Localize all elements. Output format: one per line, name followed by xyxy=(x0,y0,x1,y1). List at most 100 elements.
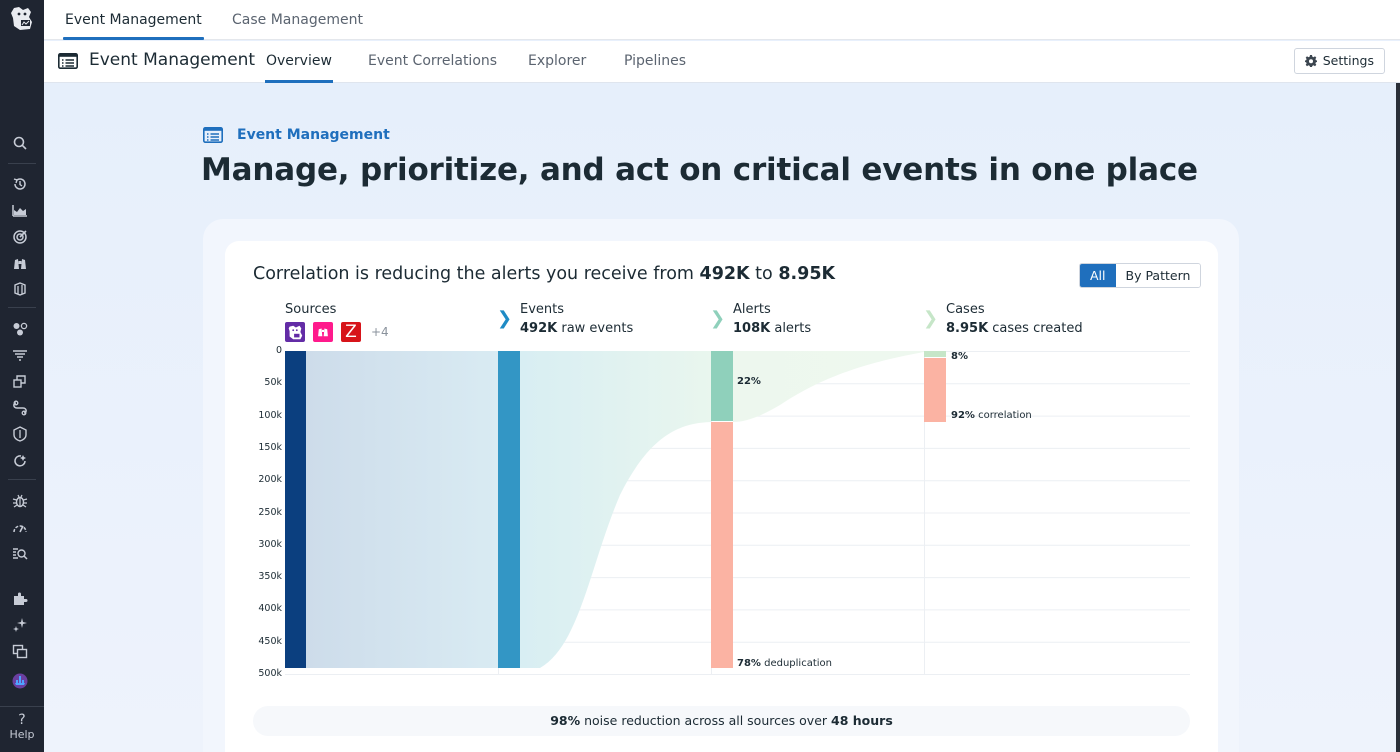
tab-pipelines[interactable]: Pipelines xyxy=(624,53,687,69)
stage-value-number: 108K xyxy=(733,321,771,336)
integrations-puzzle-icon[interactable] xyxy=(11,590,29,608)
more-sources-count[interactable]: +4 xyxy=(371,325,389,339)
y-tick-label: 250k xyxy=(258,506,282,518)
stage-name: Sources xyxy=(285,302,337,317)
stage-value: 108K alerts xyxy=(733,321,811,336)
chevron-right-icon: ❯ xyxy=(923,308,939,329)
digital-experience-icon[interactable] xyxy=(11,452,29,470)
hero-label: Event Management xyxy=(203,127,390,143)
y-tick-label: 200k xyxy=(258,474,282,486)
alerts-kept-label: 22% xyxy=(737,376,761,387)
logs-filter-icon[interactable] xyxy=(11,346,29,364)
performance-gauge-icon[interactable] xyxy=(11,519,29,537)
tab-event-correlations[interactable]: Event Correlations xyxy=(368,53,498,69)
stage-value-suffix: raw events xyxy=(557,321,634,336)
stage-name: Alerts xyxy=(733,302,771,317)
toggle-by-pattern[interactable]: By Pattern xyxy=(1115,264,1201,287)
card-headline: Correlation is reducing the alerts you r… xyxy=(253,264,835,284)
label-pct: 92% xyxy=(951,410,975,421)
cases-kept-label: 8% xyxy=(951,351,968,362)
settings-label: Settings xyxy=(1322,53,1374,68)
binoculars-source-icon[interactable] xyxy=(313,322,333,342)
security-shield-icon[interactable] xyxy=(11,425,29,443)
alerts-dedup-bar xyxy=(711,422,733,668)
summary-pct: 98% xyxy=(550,713,581,728)
y-tick-label: 500k xyxy=(258,668,282,679)
events-bar xyxy=(498,351,520,668)
funnel-chart: 0 50k 100k 150k 200k 250k 300k 350k 400k 450k 500k xyxy=(250,345,1195,685)
stage-value: 492K raw events xyxy=(520,321,633,336)
bug-icon[interactable] xyxy=(11,492,29,510)
headline-mid: to xyxy=(749,264,779,284)
custom-app-icon[interactable] xyxy=(11,672,29,690)
stage-name: Events xyxy=(520,302,565,317)
source-icons: Z +4 xyxy=(285,322,389,342)
tab-event-management[interactable]: Event Management xyxy=(63,0,204,40)
datadog-source-icon[interactable] xyxy=(285,322,305,342)
y-tick-label: 300k xyxy=(258,538,282,550)
chevron-right-icon: ❯ xyxy=(497,308,513,329)
y-tick-label: 150k xyxy=(258,441,282,453)
sparkle-ai-icon[interactable] xyxy=(11,616,29,634)
tab-explorer[interactable]: Explorer xyxy=(528,53,587,69)
stage-cases: Cases 8.95K cases created xyxy=(946,302,1083,336)
summary-duration: 48 hours xyxy=(831,713,893,728)
event-list-icon xyxy=(203,127,223,143)
page-title: Event Management xyxy=(89,50,256,70)
toggle-all[interactable]: All xyxy=(1080,264,1116,287)
cases-corr-label: 92% correlation xyxy=(951,410,1032,421)
y-tick-label: 100k xyxy=(258,409,282,421)
stage-value-suffix: cases created xyxy=(988,321,1083,336)
help-icon: ? xyxy=(18,712,26,728)
settings-button[interactable]: Settings xyxy=(1293,48,1385,74)
summary-text: noise reduction across all sources over xyxy=(580,713,832,728)
y-tick-label: 400k xyxy=(258,603,282,615)
help-label: Help xyxy=(9,728,35,741)
sidebar-divider xyxy=(8,163,36,164)
log-search-icon[interactable] xyxy=(11,545,29,563)
label-text: deduplication xyxy=(760,658,832,669)
cases-kept-bar xyxy=(924,351,946,357)
history-icon[interactable] xyxy=(11,175,29,193)
stage-events: Events 492K raw events xyxy=(520,302,633,336)
window-edge xyxy=(1396,83,1400,752)
notebooks-icon[interactable] xyxy=(11,642,29,660)
sources-to-events-flow xyxy=(306,351,498,668)
dashboards-icon[interactable] xyxy=(11,201,29,219)
search-icon[interactable] xyxy=(11,134,29,152)
alerts-to-cases-flow xyxy=(733,351,924,422)
monitors-icon[interactable] xyxy=(11,228,29,246)
tab-case-management[interactable]: Case Management xyxy=(232,12,363,28)
label-pct: 78% xyxy=(737,658,761,669)
page-header: Event Management Overview Event Correlat… xyxy=(44,41,1400,83)
integrations-cube-icon[interactable] xyxy=(11,280,29,298)
gear-icon xyxy=(1304,55,1317,67)
noise-reduction-summary: 98% noise reduction across all sources o… xyxy=(253,706,1190,736)
hero-title: Manage, prioritize, and act on critical … xyxy=(201,152,1198,188)
sidebar-divider xyxy=(0,706,44,707)
top-tabbar: Event Management Case Management xyxy=(44,0,1400,40)
zendesk-source-icon[interactable]: Z xyxy=(341,322,361,342)
headline-prefix: Correlation is reducing the alerts you r… xyxy=(253,264,700,284)
stage-value: 8.95K cases created xyxy=(946,321,1083,336)
infrastructure-icon[interactable] xyxy=(11,372,29,390)
y-tick-label: 450k xyxy=(258,635,282,647)
datadog-logo-icon[interactable] xyxy=(8,4,36,32)
chevron-right-icon: ❯ xyxy=(710,308,726,329)
sidebar-divider xyxy=(8,307,36,308)
tab-overview[interactable]: Overview xyxy=(265,41,333,83)
binoculars-icon[interactable] xyxy=(11,254,29,272)
apm-traces-icon[interactable] xyxy=(11,399,29,417)
help-button[interactable]: ? Help xyxy=(0,712,44,741)
sidebar: ? Help xyxy=(0,0,44,752)
alerts-kept-bar xyxy=(711,351,733,421)
service-map-icon[interactable] xyxy=(11,320,29,338)
sidebar-divider xyxy=(8,479,36,480)
funnel-svg xyxy=(285,351,1190,675)
events-to-alerts-flow xyxy=(520,351,711,668)
sources-bar xyxy=(285,351,306,668)
headline-from: 492K xyxy=(699,264,750,284)
alerts-dedup-label: 78% deduplication xyxy=(737,658,832,669)
stage-sources: Sources xyxy=(285,302,336,317)
hero-label-text: Event Management xyxy=(237,127,390,143)
